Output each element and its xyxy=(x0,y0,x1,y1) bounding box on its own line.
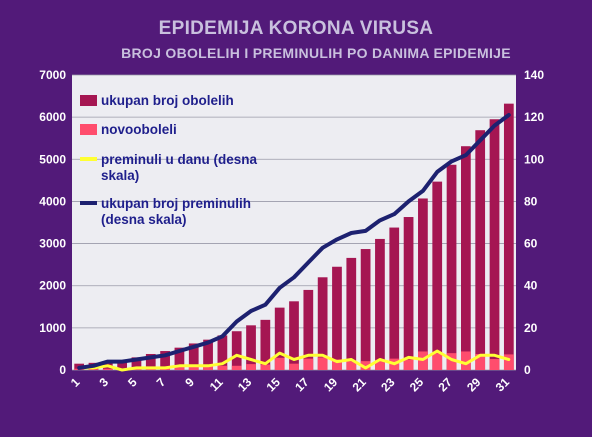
y-right-tick-label: 140 xyxy=(524,68,544,82)
x-tick-label: 25 xyxy=(407,375,427,395)
y-left-tick-label: 6000 xyxy=(39,110,66,124)
x-tick-label: 7 xyxy=(154,375,169,390)
x-tick-label: 23 xyxy=(378,375,398,395)
bar-novooboleli xyxy=(203,366,213,370)
y-right-tick-label: 120 xyxy=(524,110,544,124)
x-tick-label: 11 xyxy=(207,375,226,394)
x-tick-label: 13 xyxy=(235,375,255,395)
bar-ukupan-obolelih xyxy=(145,353,156,370)
y-right-tick-label: 100 xyxy=(524,152,544,166)
bar-novooboleli xyxy=(446,353,457,370)
x-tick-label: 27 xyxy=(435,375,455,395)
bar-ukupan-obolelih xyxy=(231,331,242,370)
x-tick-label: 1 xyxy=(68,375,83,390)
bar-ukupan-obolelih xyxy=(403,217,414,370)
bar-ukupan-obolelih xyxy=(217,335,228,370)
bar-novooboleli xyxy=(503,354,514,370)
bar-ukupan-obolelih xyxy=(346,257,357,370)
chart-title: EPIDEMIJA KORONA VIRUSA xyxy=(159,18,434,39)
bar-ukupan-obolelih xyxy=(131,357,142,370)
bar-ukupan-obolelih xyxy=(260,319,271,370)
bar-novooboleli xyxy=(289,363,299,370)
plot-area: 0 1000 2000 3000 4000 5000 6000 7000 0 20 40 60 80 10… xyxy=(39,68,544,394)
bar-novooboleli xyxy=(246,364,256,370)
bar-novooboleli xyxy=(360,361,371,370)
y-right-tick-label: 60 xyxy=(524,237,538,251)
bar-ukupan-obolelih xyxy=(289,301,299,370)
bar-ukupan-obolelih xyxy=(246,325,256,370)
bar-ukupan-obolelih xyxy=(489,119,500,370)
legend-ukupan-preminulih-label: ukupan broj preminulih xyxy=(101,196,251,211)
bar-ukupan-obolelih xyxy=(317,277,328,370)
bar-ukupan-obolelih xyxy=(475,130,486,370)
y-left-tick-label: 2000 xyxy=(39,279,66,293)
legend-novooboleli-swatch xyxy=(80,124,97,135)
x-tick-label: 29 xyxy=(464,375,484,395)
bar-novooboleli xyxy=(88,369,99,370)
bar-ukupan-obolelih xyxy=(332,266,342,370)
bar-novooboleli xyxy=(174,366,185,370)
bar-ukupan-obolelih xyxy=(188,343,199,370)
bar-novooboleli xyxy=(231,365,242,370)
legend-ukupan-preminulih-label: (desna skala) xyxy=(101,212,187,227)
bar-ukupan-obolelih xyxy=(418,198,428,370)
bar-ukupan-obolelih xyxy=(446,164,457,370)
bar-ukupan-obolelih xyxy=(160,351,170,370)
x-tick-label: 21 xyxy=(350,375,370,395)
x-tick-label: 5 xyxy=(125,375,140,390)
bar-novooboleli xyxy=(475,353,486,370)
x-tick-label: 17 xyxy=(292,375,312,395)
bar-novooboleli xyxy=(489,359,500,370)
bar-novooboleli xyxy=(432,353,443,370)
bar-novooboleli xyxy=(260,364,271,370)
bar-novooboleli xyxy=(317,357,328,370)
x-tick-label: 15 xyxy=(264,375,284,395)
legend-novooboleli-label: novooboleli xyxy=(101,122,177,137)
bar-ukupan-obolelih xyxy=(432,181,443,370)
y-left-tick-label: 7000 xyxy=(39,68,66,82)
bar-novooboleli xyxy=(217,365,228,370)
y-right-tick-label: 40 xyxy=(524,279,538,293)
line-ukupan-preminulih xyxy=(77,113,511,370)
bar-novooboleli xyxy=(403,359,414,370)
bar-novooboleli xyxy=(188,365,199,370)
y-left-tick-label: 5000 xyxy=(39,152,66,166)
x-tick-label: 19 xyxy=(321,375,341,395)
x-tick-label: 9 xyxy=(182,375,197,390)
bar-novooboleli xyxy=(461,351,471,370)
y-left-tick-label: 3000 xyxy=(39,237,66,251)
bar-ukupan-obolelih xyxy=(203,339,213,370)
bar-ukupan-obolelih xyxy=(360,249,371,370)
y-right-tick-label: 0 xyxy=(524,363,531,377)
legend-ukupan-obolelih-swatch xyxy=(80,95,97,106)
legend-ukupan-obolelih-label: ukupan broj obolelih xyxy=(101,93,234,108)
x-tick-label: 31 xyxy=(493,375,513,395)
bar-ukupan-obolelih xyxy=(375,238,385,370)
y-left-tick-label: 0 xyxy=(59,363,66,377)
bar-novooboleli xyxy=(375,359,385,370)
bar-novooboleli xyxy=(102,368,113,370)
legend-preminuli-u-danu-label: skala) xyxy=(101,168,139,183)
bar-ukupan-obolelih xyxy=(117,360,127,370)
y-right-tick-label: 80 xyxy=(524,194,538,208)
x-tick-label: 3 xyxy=(96,375,111,390)
legend-preminuli-u-danu-label: preminuli u danu (desna xyxy=(101,152,258,167)
y-left-tick-label: 4000 xyxy=(39,194,66,208)
y-left-tick-label: 1000 xyxy=(39,321,66,335)
line-preminuli-u-danu xyxy=(77,349,511,372)
bar-ukupan-obolelih xyxy=(303,289,314,370)
bar-ukupan-obolelih xyxy=(461,146,471,370)
bar-novooboleli xyxy=(303,358,314,370)
chart-subtitle: BROJ OBOLELIH I PREMINULIH PO DANIMA EPI… xyxy=(121,45,511,61)
bar-ukupan-obolelih xyxy=(503,103,514,371)
bar-ukupan-obolelih xyxy=(389,227,400,370)
bar-novooboleli xyxy=(332,359,342,370)
bar-novooboleli xyxy=(346,361,357,370)
bar-ukupan-obolelih xyxy=(174,347,185,370)
bar-ukupan-obolelih xyxy=(274,307,285,370)
y-right-tick-label: 20 xyxy=(524,321,538,335)
bar-novooboleli xyxy=(274,357,285,370)
